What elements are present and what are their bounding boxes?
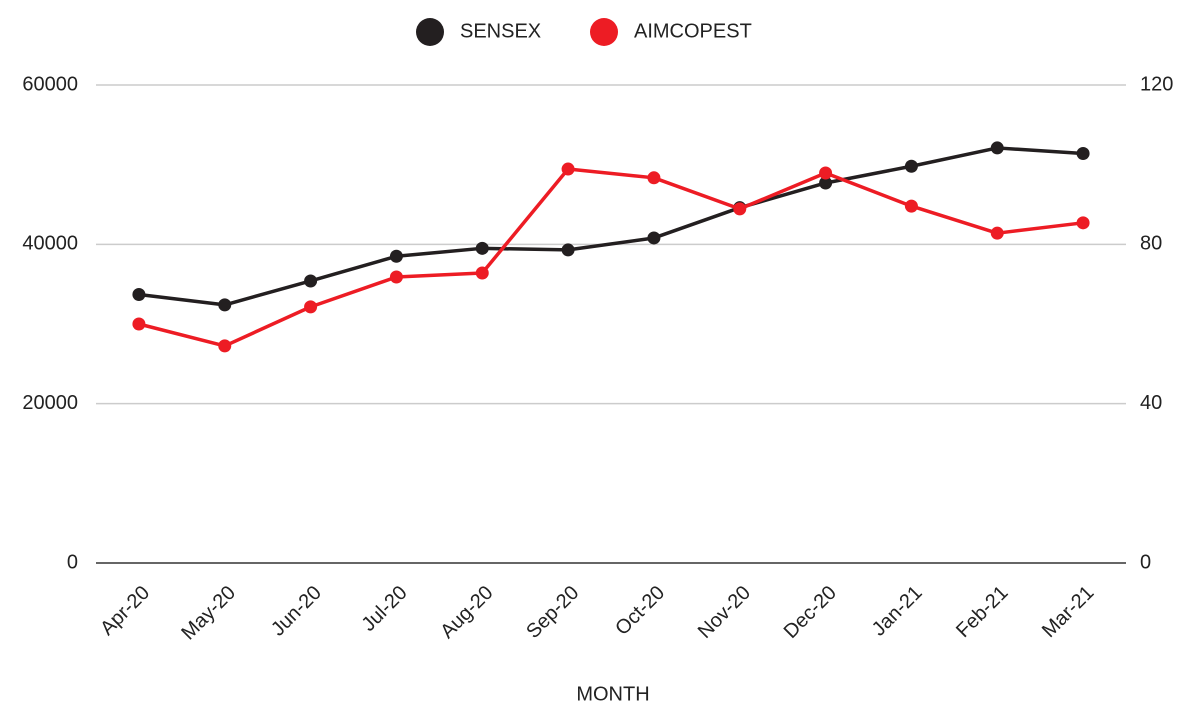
data-point [561,162,575,176]
data-point [304,274,318,288]
data-point [132,288,146,302]
x-tick-label: Apr-20 [96,582,154,640]
data-point [218,298,232,312]
data-point [904,159,918,173]
data-point [819,166,833,180]
x-tick-label: Dec-20 [780,582,841,643]
x-tick-label: Aug-20 [436,582,497,643]
data-point [1076,216,1090,230]
x-axis-title: MONTH [576,683,649,705]
data-point [647,231,661,245]
legend-label: AIMCOPEST [634,20,752,42]
x-tick-label: May-20 [177,582,240,645]
x-tick-label: Nov-20 [694,582,755,643]
y-tick-label: 0 [67,551,78,573]
x-tick-label: Jun-20 [267,582,326,641]
y2-tick-label: 40 [1140,392,1162,414]
y-tick-label: 60000 [22,73,78,95]
data-point [304,300,318,314]
data-point [218,339,232,353]
y2-tick-label: 80 [1140,233,1162,255]
legend-marker [590,18,618,46]
x-tick-label: Mar-21 [1038,582,1098,642]
series-line [138,167,1084,348]
x-tick-label: Sep-20 [522,582,583,643]
legend-marker [416,18,444,46]
y-tick-label: 20000 [22,392,78,414]
x-tick-label: Feb-21 [952,582,1012,642]
data-point [561,243,575,257]
data-point [647,171,661,185]
y2-tick-label: 120 [1140,73,1173,95]
x-tick-label: Jul-20 [358,582,412,636]
data-point [389,270,403,284]
x-tick-label: Oct-20 [611,582,669,640]
data-point [389,249,403,263]
data-point [1076,147,1090,161]
x-tick-label: Jan-21 [868,582,927,641]
data-point [990,141,1004,155]
data-point [475,241,489,255]
data-point [990,226,1004,240]
data-point [475,266,489,280]
y2-tick-label: 0 [1140,551,1151,573]
data-point [819,176,833,190]
legend-label: SENSEX [460,20,541,42]
data-point [904,199,918,213]
data-point [132,317,146,331]
y-tick-label: 40000 [22,233,78,255]
data-point [733,202,747,216]
series-line [138,146,1084,307]
